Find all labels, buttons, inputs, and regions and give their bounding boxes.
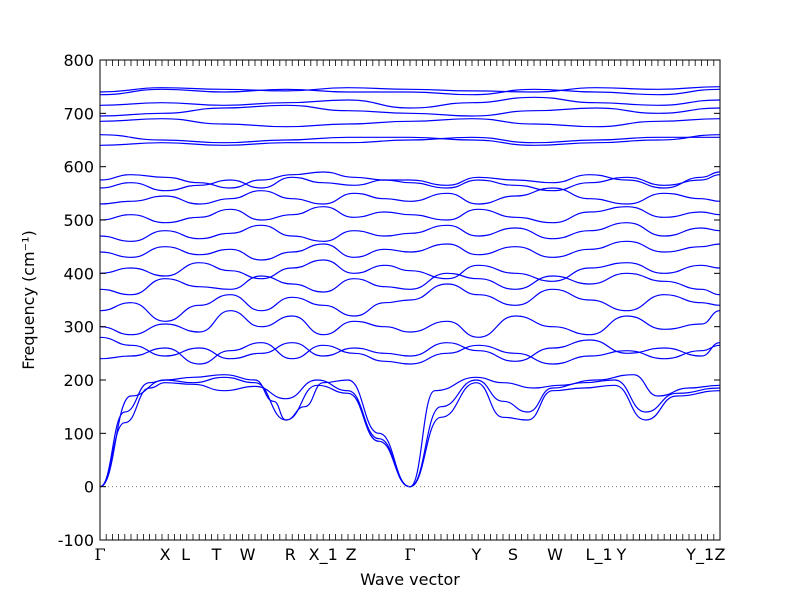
y-tick-label: 200 (63, 371, 94, 390)
band-line-14 (99, 222, 721, 242)
y-tick-label: -100 (58, 531, 94, 550)
x-tick-label: Γ (94, 545, 105, 564)
x-tick-label: W (240, 545, 256, 564)
band-line-24 (99, 88, 721, 96)
x-axis-label: Wave vector (360, 570, 460, 589)
band-line-9 (99, 310, 721, 338)
y-tick-label: 600 (63, 158, 94, 177)
x-tick-label: Z (346, 545, 357, 564)
band-lines (99, 86, 721, 488)
band-line-15 (99, 206, 721, 224)
band-line-2 (99, 376, 411, 488)
y-tick-labels: -100 0 100 200 300 400 500 600 700 800 (58, 51, 94, 550)
axis-ticks (99, 59, 721, 541)
x-tick-label: T (211, 545, 222, 564)
plot-frame (99, 59, 721, 541)
x-tick-labels: Γ X L T W R X_1 Z Γ Y S W L_1 Y Y_1 Z (94, 545, 725, 565)
band-line-7 (99, 342, 721, 365)
band-line-8 (99, 336, 721, 362)
x-tick-label: Y_1 (685, 545, 714, 565)
x-tick-label: Y (616, 545, 627, 564)
band-line-5 (409, 379, 721, 488)
y-tick-label: 500 (63, 211, 94, 230)
x-tick-label: L_1 (586, 545, 613, 565)
y-tick-label: 300 (63, 318, 94, 337)
band-line-6 (409, 374, 721, 488)
band-line-20 (99, 134, 721, 146)
band-line-18 (99, 171, 721, 189)
band-line-23 (99, 96, 721, 109)
band-line-3 (99, 374, 411, 488)
band-line-21 (99, 118, 721, 128)
x-tick-label: Y (470, 545, 481, 564)
y-tick-label: 400 (63, 264, 94, 283)
y-tick-label: 0 (84, 478, 94, 497)
x-tick-label: Z (715, 545, 726, 564)
band-line-13 (99, 240, 721, 261)
band-line-25 (99, 86, 721, 93)
y-tick-label: 100 (63, 424, 94, 443)
band-line-19 (99, 136, 720, 146)
x-tick-label: W (547, 545, 563, 564)
band-line-4 (409, 382, 721, 488)
x-tick-label: X (160, 545, 171, 564)
x-tick-label: L (181, 545, 190, 564)
x-tick-label: S (508, 545, 518, 564)
x-tick-label: Γ (404, 545, 415, 564)
band-line-17 (99, 174, 721, 192)
band-line-22 (99, 104, 721, 117)
band-line-16 (99, 187, 721, 205)
y-tick-label: 700 (63, 104, 94, 123)
x-tick-label: X_1 (309, 545, 338, 565)
x-tick-label: R (285, 545, 296, 564)
y-tick-label: 800 (63, 51, 94, 70)
band-line-11 (99, 272, 721, 296)
band-line-10 (99, 283, 721, 322)
y-axis-label: Frequency (cm⁻¹) (19, 230, 38, 369)
band-line-12 (99, 259, 721, 282)
